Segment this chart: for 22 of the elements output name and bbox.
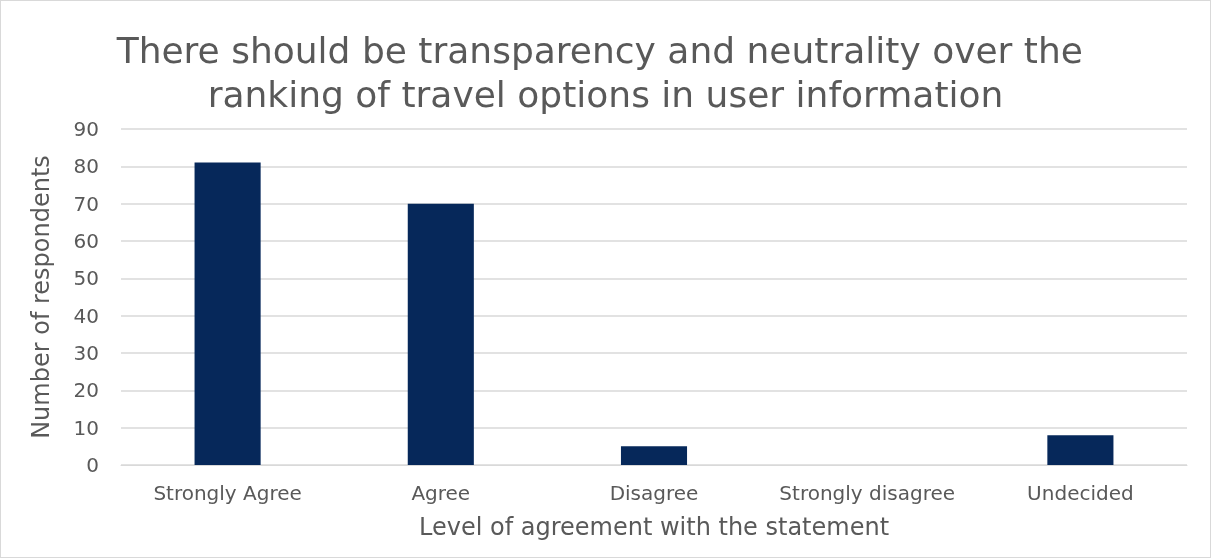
y-axis-title: Number of respondents	[27, 155, 55, 439]
bar	[407, 203, 474, 465]
chart-title: There should be transparency and neutrality over the ranking of travel options in user information	[115, 29, 1095, 115]
bar	[194, 162, 261, 465]
x-tick-label: Strongly Agree	[153, 481, 302, 505]
y-tick-label: 80	[73, 154, 99, 179]
y-tick-label: 90	[73, 117, 99, 141]
x-tick-label: Agree	[411, 481, 471, 505]
x-tick-label: Disagree	[609, 481, 699, 505]
bar	[1047, 435, 1114, 465]
x-axis-title: Level of agreement with the statement	[418, 513, 890, 541]
y-tick-label: 70	[73, 191, 99, 216]
y-tick-label: 50	[73, 266, 99, 291]
y-tick-label: 0	[86, 453, 99, 477]
y-tick-label: 40	[73, 303, 99, 328]
x-tick-label: Strongly disagree	[779, 481, 956, 505]
y-tick-label: 20	[73, 378, 99, 403]
y-tick-label: 10	[73, 415, 99, 440]
x-tick-label: Undecided	[1027, 481, 1134, 505]
y-tick-label: 30	[73, 341, 99, 365]
bar	[620, 446, 688, 465]
y-tick-label: 60	[73, 229, 99, 253]
